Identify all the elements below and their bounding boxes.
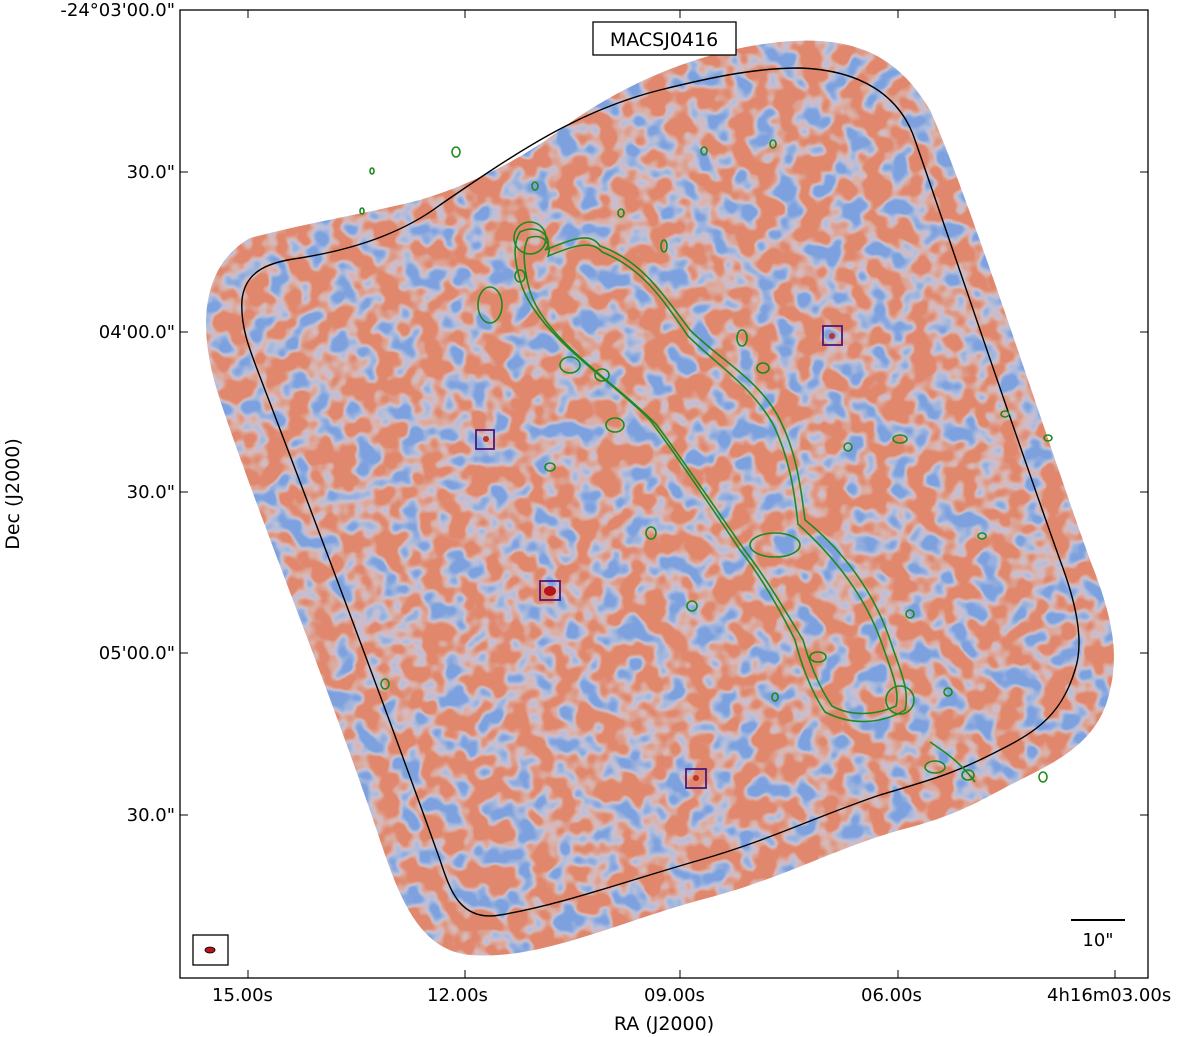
chart-title-box: MACSJ0416 bbox=[592, 21, 737, 56]
scale-bar: 10" bbox=[1071, 919, 1125, 951]
x-axis-label: RA (J2000) bbox=[614, 1013, 714, 1035]
y-tick-label: 05'00.0" bbox=[99, 643, 175, 664]
y-tick-label: 30.0" bbox=[127, 162, 175, 183]
source-marker bbox=[822, 325, 843, 346]
source-marker bbox=[475, 429, 495, 450]
source-marker bbox=[685, 768, 707, 789]
detected-sources bbox=[475, 325, 843, 789]
radio-map-image bbox=[206, 40, 1114, 956]
ellipse-beam-icon bbox=[192, 934, 229, 966]
axis-ticks bbox=[180, 9, 1148, 978]
x-tick-label: 09.00s bbox=[644, 985, 705, 1006]
y-tick-label: -24°03'00.0" bbox=[60, 0, 175, 21]
y-axis-label: Dec (J2000) bbox=[2, 438, 24, 550]
primary-beam-outline bbox=[241, 67, 1080, 917]
source-marker bbox=[539, 580, 561, 601]
x-tick-label: 4h16m03.00s bbox=[1047, 985, 1171, 1006]
optical-contours bbox=[359, 139, 1053, 783]
scale-bar-label: 10" bbox=[1082, 930, 1113, 951]
chart-title: MACSJ0416 bbox=[610, 29, 718, 51]
y-tick-label: 04'00.0" bbox=[99, 322, 175, 343]
x-tick-label: 06.00s bbox=[861, 985, 922, 1006]
x-tick-label: 15.00s bbox=[212, 985, 273, 1006]
y-tick-label: 30.0" bbox=[127, 482, 175, 503]
x-tick-label: 12.00s bbox=[427, 985, 488, 1006]
y-tick-label: 30.0" bbox=[127, 805, 175, 826]
plot-frame bbox=[179, 9, 1149, 979]
